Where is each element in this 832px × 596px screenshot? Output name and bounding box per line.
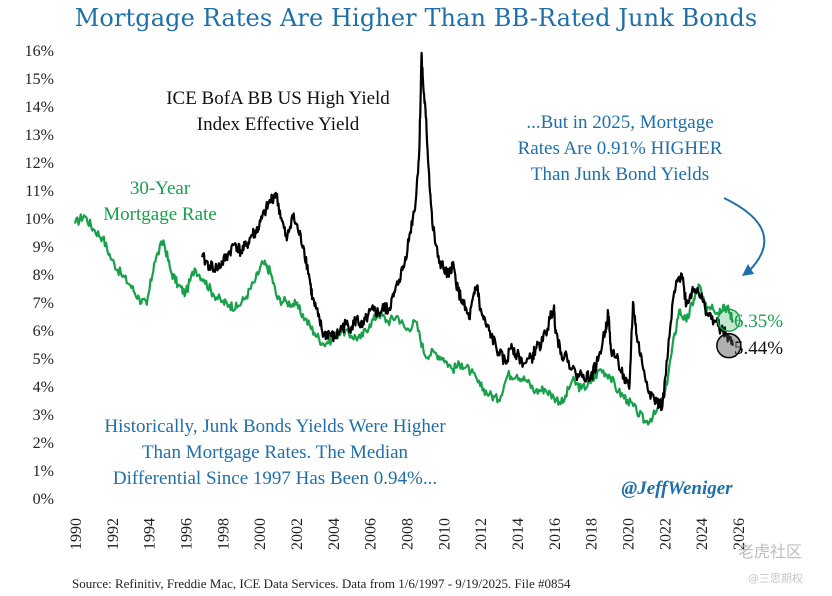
junk-series-label-line1: ICE BofA BB US High Yield xyxy=(166,88,390,109)
x-tick-label: 2000 xyxy=(252,518,269,550)
y-tick-label: 16% xyxy=(25,43,54,60)
x-tick-label: 2002 xyxy=(289,518,306,550)
x-tick-label: 2006 xyxy=(363,518,380,550)
y-tick-label: 4% xyxy=(33,379,54,396)
x-tick-label: 1996 xyxy=(179,518,196,550)
x-tick-label: 1990 xyxy=(68,518,85,550)
end-label-junk: 5.44% xyxy=(734,338,783,359)
x-tick-label: 2016 xyxy=(547,518,564,550)
y-tick-label: 7% xyxy=(33,295,54,312)
end-marker-mortgage xyxy=(717,308,741,332)
callout-arrowhead xyxy=(742,264,754,276)
x-tick-label: 2022 xyxy=(657,518,674,550)
x-tick-label: 1994 xyxy=(142,518,159,550)
mortgage-series-label-line1: 30-Year xyxy=(130,178,191,199)
x-tick-label: 2004 xyxy=(326,518,343,550)
y-tick-label: 5% xyxy=(33,351,54,368)
y-tick-label: 3% xyxy=(33,407,54,424)
x-tick-label: 2010 xyxy=(436,518,453,550)
history-note-line3: Differential Since 1997 Has Been 0.94%..… xyxy=(113,468,437,489)
x-tick-label: 2014 xyxy=(510,518,527,550)
junk-series-label-line2: Index Effective Yield xyxy=(197,114,360,135)
author-handle: @JeffWeniger xyxy=(621,478,733,499)
chart-title: Mortgage Rates Are Higher Than BB-Rated … xyxy=(74,4,758,32)
watermark-line2: @三思期权 xyxy=(748,572,803,585)
x-tick-label: 2026 xyxy=(731,518,748,550)
mortgage-series-label-line2: Mortgage Rate xyxy=(103,204,216,225)
watermark-line1: 老虎社区 xyxy=(738,542,803,561)
callout-line1: ...But in 2025, Mortgage xyxy=(526,112,713,133)
end-label-mortgage: 6.35% xyxy=(734,311,783,332)
end-marker-junk xyxy=(716,332,742,359)
y-tick-label: 8% xyxy=(33,267,54,284)
y-tick-label: 11% xyxy=(25,183,54,200)
y-tick-label: 2% xyxy=(33,435,54,452)
x-tick-label: 2012 xyxy=(473,518,490,550)
series-line-mortgage xyxy=(73,213,734,426)
y-tick-label: 13% xyxy=(25,127,54,144)
y-tick-label: 0% xyxy=(33,491,54,508)
y-axis-ticks: 0% 1% 2% 3% 4% 5% 6% 7% 8% 9% 10% 11% 12% 13% 14% 15% 16… xyxy=(25,43,54,508)
y-tick-label: 9% xyxy=(33,239,54,256)
x-tick-label: 2008 xyxy=(400,518,417,550)
x-tick-label: 2024 xyxy=(694,518,711,550)
callout-line2: Rates Are 0.91% HIGHER xyxy=(518,138,723,159)
x-tick-label: 1992 xyxy=(105,518,122,550)
history-note-line1: Historically, Junk Bonds Yields Were Hig… xyxy=(104,416,446,437)
y-tick-label: 1% xyxy=(33,463,54,480)
history-note-line2: Than Mortgage Rates. The Median xyxy=(142,442,409,463)
y-tick-label: 12% xyxy=(25,155,54,172)
callout-line3: Than Junk Bond Yields xyxy=(531,164,709,185)
y-tick-label: 14% xyxy=(25,99,54,116)
x-tick-label: 2018 xyxy=(584,518,601,550)
x-tick-label: 2020 xyxy=(621,518,638,550)
y-tick-label: 6% xyxy=(33,323,54,340)
x-tick-label: 1998 xyxy=(215,518,232,550)
y-tick-label: 15% xyxy=(25,71,54,88)
series-line-junk xyxy=(201,51,734,412)
source-footnote: Source: Refinitiv, Freddie Mac, ICE Data… xyxy=(72,576,571,591)
callout-arrow xyxy=(723,197,766,273)
y-tick-label: 10% xyxy=(25,211,54,228)
x-axis-ticks: 1990 1992 1994 1996 1998 2000 2002 2004 2006 2008… xyxy=(68,518,748,550)
